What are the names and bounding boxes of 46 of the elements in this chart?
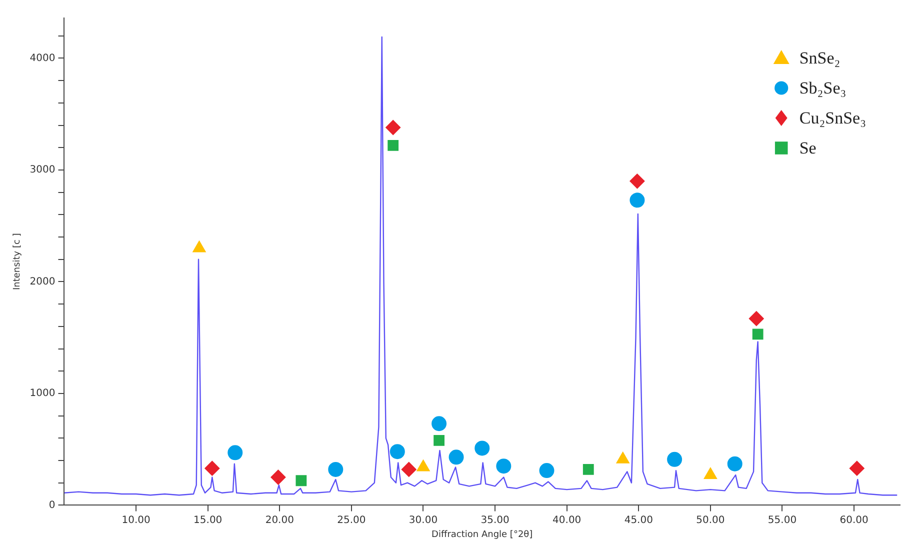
x-tick-label: 45.00 [624, 514, 653, 526]
y-axis-title: Intensity [c ] [12, 233, 23, 290]
y-tick-label: 3000 [30, 164, 56, 176]
point [328, 462, 344, 477]
legend-label: SnSe₂ [799, 48, 840, 68]
x-tick-label: 25.00 [337, 514, 366, 526]
point [496, 458, 512, 474]
x-tick-label: 35.00 [480, 514, 510, 526]
point [228, 445, 243, 460]
point [388, 140, 399, 151]
point [582, 464, 594, 475]
y-tick-label: 0 [48, 500, 56, 511]
point [630, 174, 645, 189]
legend-label: Cu₂SnSe₃ [799, 108, 866, 128]
point [474, 440, 490, 456]
x-tick-label: 15.00 [194, 514, 222, 526]
point [448, 450, 464, 465]
x-tick-label: 60.00 [840, 514, 868, 526]
legend-label: Se [799, 138, 816, 158]
point [849, 460, 864, 476]
x-tick-label: 50.00 [696, 514, 725, 526]
point [390, 444, 405, 460]
x-tick-label: 10.00 [122, 514, 150, 526]
x-axis-title: Diffraction Angle [°2θ] [432, 530, 533, 540]
point [270, 470, 286, 485]
point [752, 328, 764, 340]
y-tick-label: 1000 [30, 388, 56, 400]
x-tick-label: 20.00 [265, 514, 294, 526]
point [204, 460, 220, 476]
x-tick-label: 30.00 [408, 514, 438, 526]
point [667, 452, 682, 467]
point [296, 475, 307, 486]
legend-label: Sb₂Se₃ [799, 78, 846, 98]
point [727, 456, 742, 472]
point [630, 192, 645, 208]
y-tick-label: 4000 [30, 52, 56, 64]
point [432, 416, 447, 432]
point [434, 434, 444, 446]
x-tick-label: 55.00 [768, 514, 797, 526]
x-tick-label: 40.00 [552, 514, 582, 526]
point [539, 463, 554, 478]
point [401, 462, 416, 477]
point [704, 468, 718, 480]
point [748, 311, 764, 326]
y-tick-label: 2000 [30, 276, 56, 288]
point [386, 120, 401, 136]
